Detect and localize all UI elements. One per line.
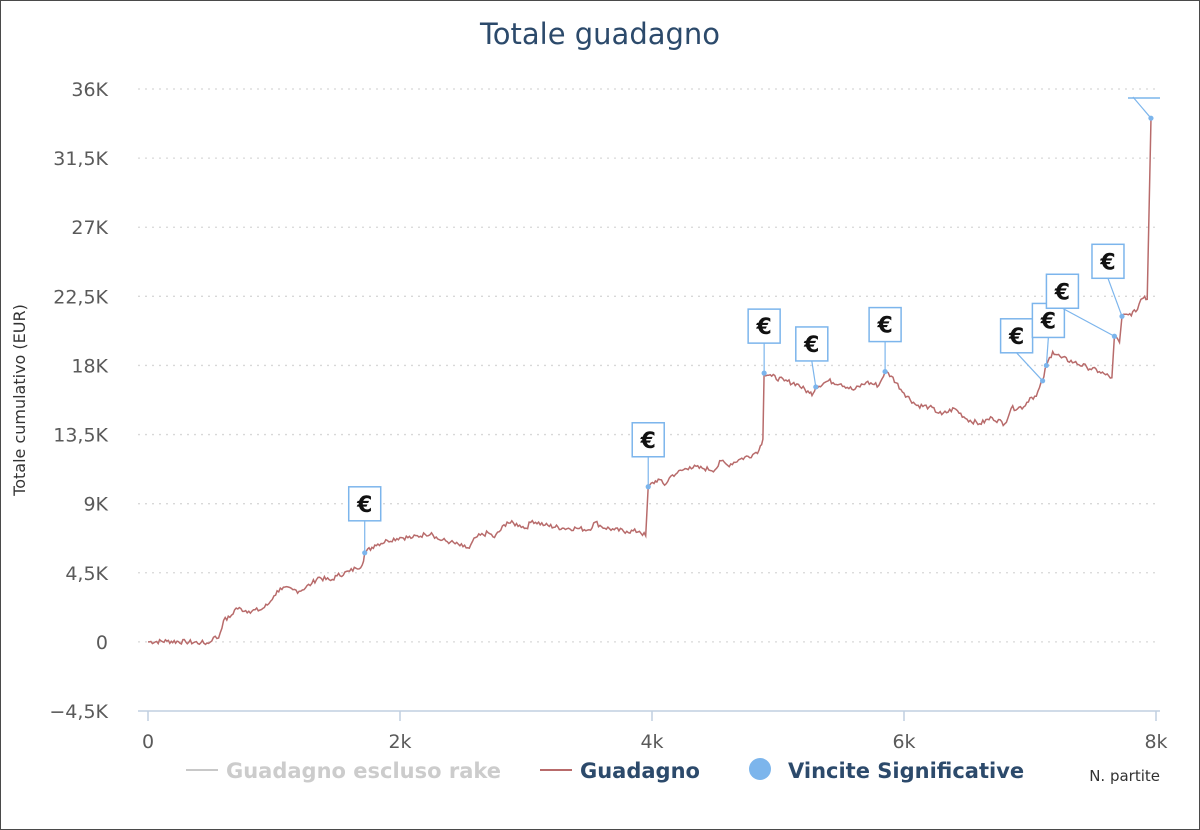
y-tick-label: 36K (71, 79, 108, 101)
significant-win-point[interactable] (362, 550, 368, 556)
flag-label: € (876, 314, 892, 339)
flag-box (747, 308, 781, 344)
flag-connector (1016, 352, 1044, 382)
flag-connector (1045, 337, 1049, 366)
legend-item[interactable]: Vincite Significative (749, 758, 1024, 783)
significant-win-point[interactable] (813, 384, 819, 390)
series-line-guadagno[interactable] (148, 118, 1152, 646)
significant-win-point[interactable] (1148, 115, 1154, 121)
flag-label: € (1008, 325, 1024, 350)
flag-box (1091, 243, 1125, 280)
y-axis-title: Totale cumulativo (EUR) (10, 304, 29, 497)
significant-win-point[interactable] (1119, 313, 1125, 319)
significant-win-point[interactable] (761, 370, 767, 376)
x-axis: 0 2k 4k 6k 8k (138, 710, 1168, 753)
y-tick-label: 0 (96, 632, 108, 654)
x-tick-label: 8k (1144, 731, 1167, 753)
significant-win-point[interactable] (1040, 378, 1046, 384)
flag-box (1045, 273, 1080, 310)
significant-win-point[interactable] (1111, 333, 1118, 339)
flag-label: € (640, 429, 656, 454)
significant-win-point[interactable] (882, 368, 888, 375)
legend-circle-icon (749, 758, 771, 780)
legend-item[interactable]: Guadagno escluso rake (186, 759, 501, 783)
y-tick-label: 31,5K (53, 148, 108, 170)
flag-box (1031, 302, 1066, 339)
x-tick-label: 4k (640, 731, 663, 753)
y-tick-label: −4,5K (49, 701, 108, 723)
y-tick-label: 9K (83, 494, 108, 516)
legend-label: Guadagno escluso rake (226, 759, 501, 783)
flag-box (631, 422, 665, 458)
x-tick-label: 2k (388, 731, 411, 753)
markers-layer: € € € € € € € € € (347, 96, 1160, 556)
legend: Guadagno escluso rake Guadagno Vincite Sig… (186, 758, 1024, 783)
legend-label: Vincite Significative (788, 759, 1024, 783)
y-axis-ticks: −4,5K 0 4,5K 9K 13,5K 18K 22,5K 27K 31,5K 36K (49, 79, 108, 723)
significant-win-flag[interactable]: € (795, 326, 829, 390)
significant-win-point[interactable] (645, 484, 651, 490)
flag-connector (1132, 96, 1152, 119)
significant-win-flag[interactable]: € (631, 422, 665, 490)
significant-win-flag[interactable]: € (868, 306, 902, 375)
x-axis-title: N. partite (1089, 767, 1160, 785)
flag-box (347, 486, 382, 522)
legend-item[interactable]: Guadagno (540, 759, 700, 783)
flag-label: € (356, 493, 372, 518)
y-tick-label: 4,5K (65, 563, 108, 585)
x-tick-label: 0 (142, 731, 154, 753)
x-tick-label: 6k (892, 731, 915, 753)
significant-win-flag[interactable]: € (747, 308, 781, 376)
y-tick-label: 22,5K (53, 286, 108, 308)
significant-win-flag[interactable] (1128, 96, 1160, 121)
flag-label: € (1054, 280, 1070, 305)
significant-win-flag[interactable]: € (1045, 273, 1118, 339)
flag-label: € (1099, 250, 1115, 275)
flag-label: € (1040, 309, 1056, 334)
y-tick-label: 27K (71, 217, 108, 239)
significant-win-flag[interactable]: € (347, 486, 382, 556)
significant-win-point[interactable] (1043, 362, 1049, 369)
flag-connector (1062, 307, 1115, 337)
flag-box (795, 326, 829, 362)
legend-label: Guadagno (580, 759, 700, 783)
chart-title: Totale guadagno (479, 17, 720, 51)
y-tick-label: 13,5K (53, 425, 108, 447)
significant-win-flag[interactable]: € (999, 318, 1046, 384)
grid-layer (138, 88, 1160, 643)
flag-connector (1107, 278, 1123, 317)
series-layer (148, 118, 1152, 646)
y-tick-label: 18K (71, 355, 108, 377)
flag-label: € (803, 333, 819, 358)
significant-win-flag[interactable]: € (1031, 302, 1066, 369)
flag-box (868, 306, 902, 343)
flag-connector (811, 360, 817, 388)
flag-label: € (755, 315, 771, 340)
significant-win-flag[interactable]: € (1091, 243, 1125, 319)
